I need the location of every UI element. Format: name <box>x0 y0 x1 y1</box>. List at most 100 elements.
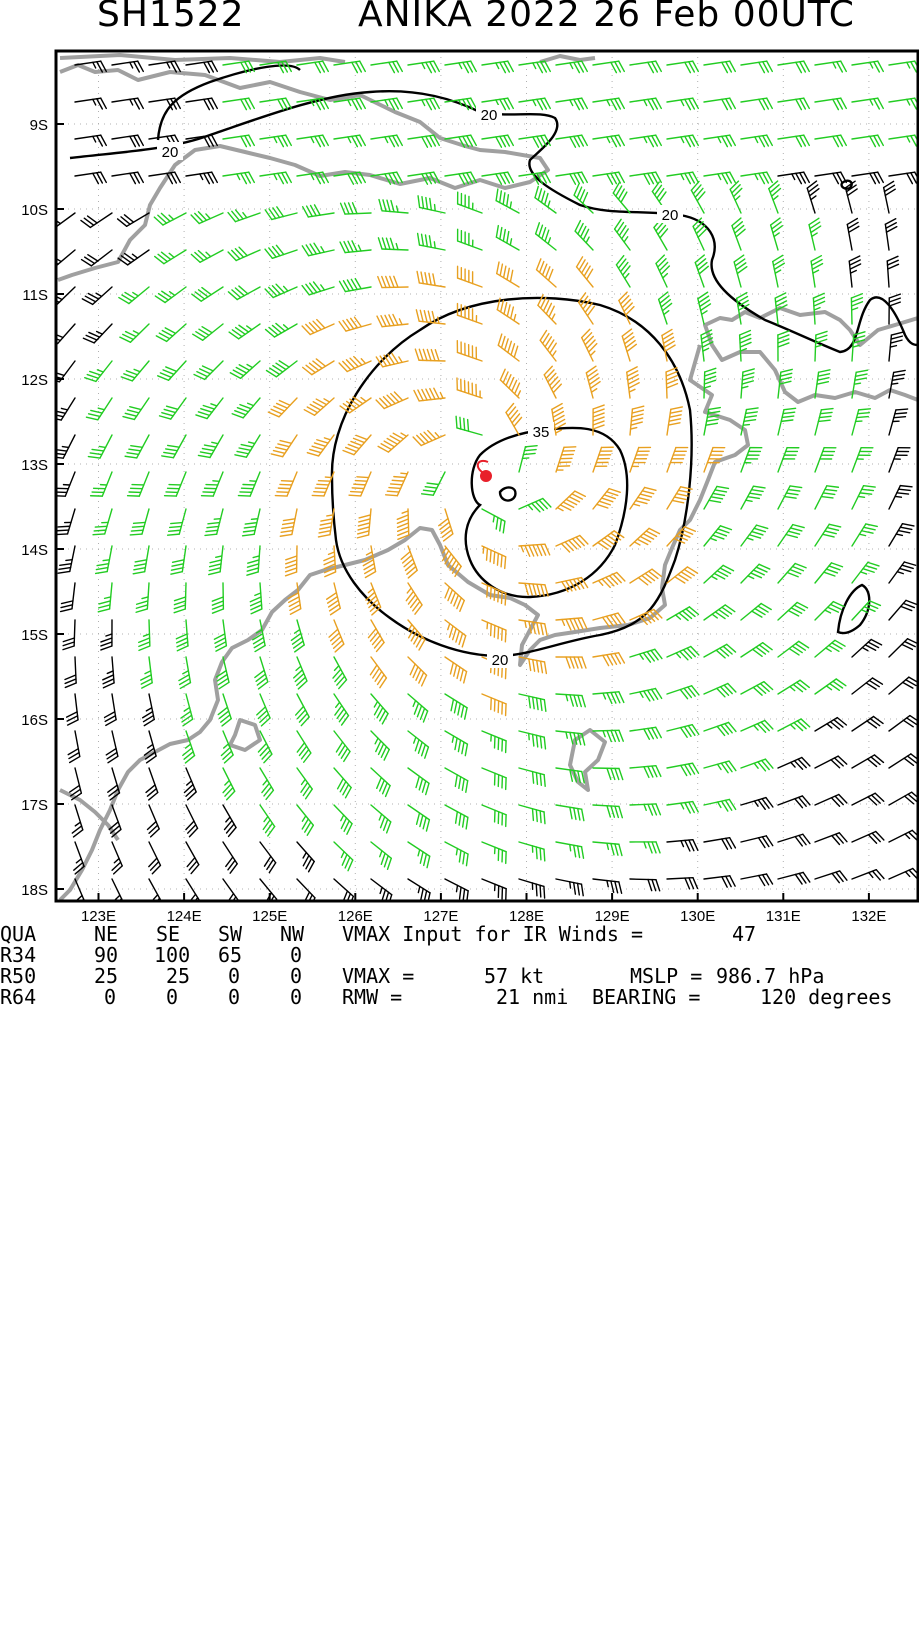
lat-tick-label: 13S <box>21 457 48 474</box>
wind-barb <box>329 620 344 652</box>
wind-barb <box>75 98 106 109</box>
wind-barb <box>297 879 315 908</box>
wind-barb <box>498 334 519 361</box>
wind-barb <box>223 768 235 800</box>
wind-barb <box>630 487 656 509</box>
wind-barb <box>847 219 859 250</box>
wind-barb <box>186 172 217 183</box>
wind-barb <box>849 256 860 287</box>
wind-barb <box>741 682 773 695</box>
wind-barb <box>704 876 735 887</box>
wind-barb <box>238 472 260 496</box>
table-header-qua: QUA <box>0 924 36 945</box>
wind-barb <box>778 135 809 146</box>
wind-barb <box>852 639 882 657</box>
wind-barb <box>103 657 114 688</box>
coastline-kimberley-inner <box>230 720 260 750</box>
wind-barb <box>667 686 699 699</box>
wind-barb <box>56 509 75 535</box>
wind-barb <box>593 447 613 472</box>
wind-barb <box>482 879 506 900</box>
wind-barb <box>445 768 468 792</box>
wind-barb <box>194 361 223 379</box>
wind-barb <box>65 657 76 687</box>
wind-barb <box>666 368 677 398</box>
wind-barb <box>582 329 597 361</box>
wind-barb <box>615 219 630 250</box>
wind-barb <box>408 842 430 868</box>
wind-barb <box>422 472 445 495</box>
wind-barb <box>266 323 297 337</box>
wind-barb <box>622 329 636 361</box>
wind-barb <box>630 98 661 109</box>
lon-tick-label: 132E <box>851 908 886 924</box>
wind-barb <box>852 409 870 435</box>
wind-barb <box>556 578 588 592</box>
wind-barb <box>593 61 624 72</box>
wind-barb <box>156 324 186 341</box>
wind-barb <box>445 61 476 72</box>
wind-barb <box>266 361 297 377</box>
wind-barb <box>506 404 522 435</box>
wind-barb <box>815 524 841 546</box>
wind-barb <box>209 546 223 575</box>
wind-barb <box>579 293 595 324</box>
wind-barb <box>698 292 711 324</box>
wind-barb <box>519 135 550 147</box>
wind-barb <box>136 583 149 612</box>
wind-barb <box>243 509 260 536</box>
wind-barb <box>889 639 918 657</box>
wind-barb <box>75 135 106 146</box>
wind-barb <box>44 213 75 228</box>
wind-barb <box>81 213 112 227</box>
lat-tick-label: 16S <box>21 712 48 729</box>
wind-barb <box>889 600 917 620</box>
wind-barb <box>741 98 772 109</box>
wind-barb <box>302 320 334 335</box>
wind-barb <box>482 694 506 716</box>
wind-barb <box>106 731 118 763</box>
wind-barb <box>593 172 624 184</box>
wind-barb <box>695 255 708 287</box>
wind-barb <box>303 359 334 375</box>
wind-barb <box>741 525 768 546</box>
wind-barb <box>593 98 624 109</box>
wind-barb <box>704 486 728 509</box>
rmw-value: 21 nmi <box>496 987 568 1008</box>
wind-barb <box>852 524 877 546</box>
wind-barb <box>536 223 556 250</box>
wind-barb <box>741 61 772 72</box>
wind-barb <box>556 842 584 858</box>
wind-barb <box>275 472 297 496</box>
wind-barb <box>741 604 771 620</box>
wind-barb <box>852 172 883 183</box>
lat-tick-label: 11S <box>22 287 48 304</box>
wind-barb <box>537 259 556 287</box>
vmax-value: 57 kt <box>484 966 544 987</box>
wind-barb <box>307 435 334 456</box>
wind-barb <box>260 135 291 146</box>
wind-barb <box>482 620 506 642</box>
wind-barb <box>778 61 809 72</box>
wind-barb <box>214 620 226 651</box>
wind-barb <box>176 620 188 651</box>
wind-barb <box>815 409 833 435</box>
wind-barb <box>334 731 350 761</box>
wind-barb <box>260 98 291 109</box>
wind-barb <box>778 758 810 770</box>
wind-barb <box>704 61 735 72</box>
wind-barb <box>482 61 513 72</box>
lat-tick-label: 18S <box>21 882 48 899</box>
lat-tick-label: 15S <box>21 627 48 644</box>
wind-barb <box>667 647 699 660</box>
wind-barb <box>202 472 223 496</box>
wind-barb <box>67 694 78 725</box>
lat-tick-label: 12S <box>21 372 48 389</box>
wind-barb <box>415 349 445 361</box>
lon-tick-label: 130E <box>680 908 715 924</box>
wind-barb <box>406 583 422 614</box>
wind-barb <box>497 298 519 324</box>
wind-barb <box>386 472 408 496</box>
wind-barb <box>556 491 585 510</box>
